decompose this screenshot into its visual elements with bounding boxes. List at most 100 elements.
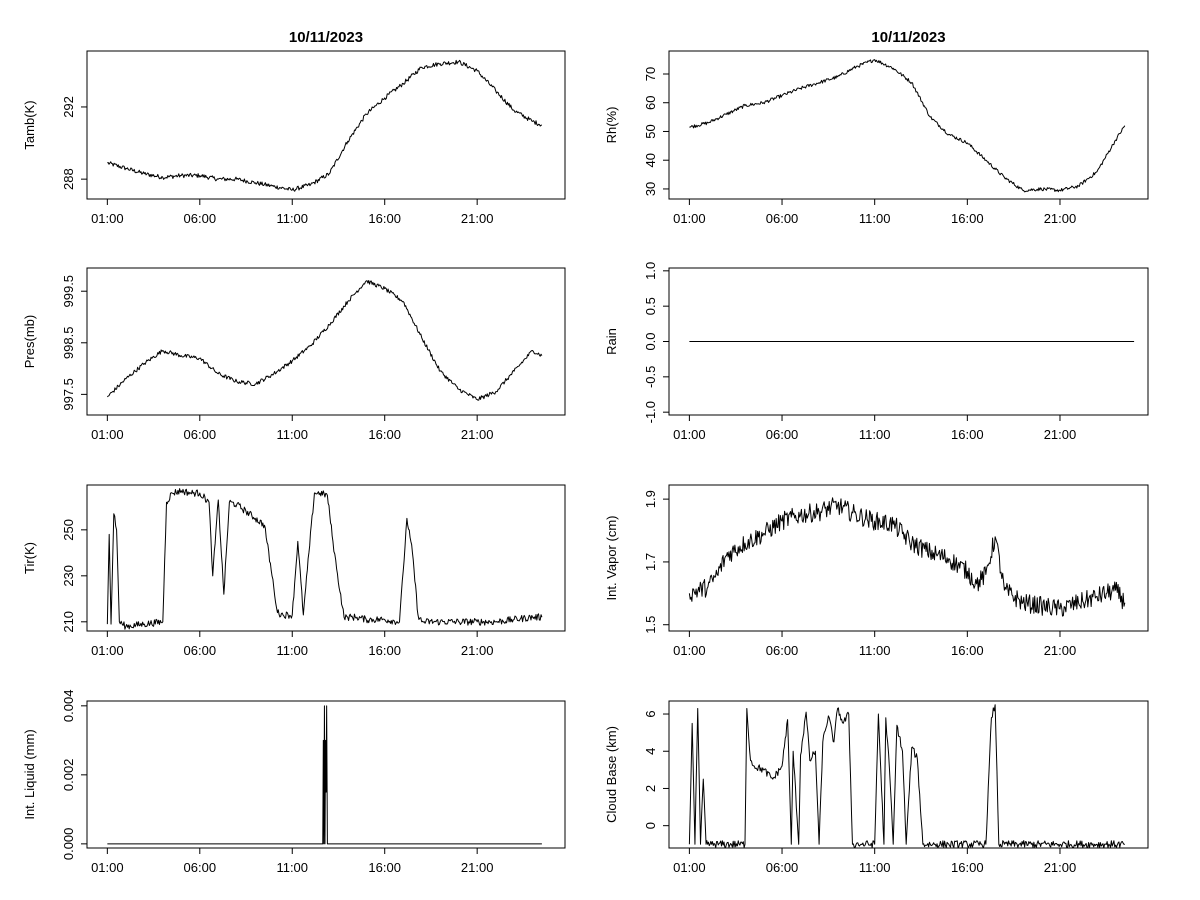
series-line-liquid [107,705,542,845]
plot-frame [86,50,566,200]
chart-rain: 01:00 06:00 11:00 16:00 21:00 -1.0 -0.5 0.0 0.5 1… [604,262,1149,442]
y-axis-label: Int. Liquid (mm) [22,729,37,819]
x-tick-label: 21:00 [461,860,494,875]
y-tick-label: -1.0 [643,401,658,423]
x-tick-label: 21:00 [461,427,494,442]
y-tick-label: 250 [61,519,76,541]
y-axis-label: Tamb(K) [22,100,37,149]
x-tick-label: 11:00 [859,643,891,658]
chart-cloudbase: 01:00 06:00 11:00 16:00 21:00 0 2 4 6 Cloud Base … [604,700,1149,875]
x-tick-label: 21:00 [1044,643,1077,658]
x-tick-label: 01:00 [673,643,706,658]
x-tick-label: 11:00 [276,427,308,442]
y-tick-label: 0.0 [643,332,658,350]
x-tick-label: 01:00 [91,643,124,658]
plot-frame [86,267,566,416]
x-tick-label: 01:00 [91,211,124,226]
y-tick-label: 210 [61,611,76,633]
x-tick-label: 16:00 [951,427,984,442]
x-tick-label: 16:00 [368,860,401,875]
x-tick-label: 06:00 [766,860,799,875]
series-line-tir [106,488,543,630]
series-line-cloudbase [688,704,1125,849]
x-tick-label: 06:00 [766,643,799,658]
x-tick-label: 01:00 [91,860,124,875]
x-tick-label: 06:00 [766,211,799,226]
y-tick-label: 292 [61,96,76,118]
y-axis-label: Cloud Base (km) [604,726,619,823]
x-tick-label: 06:00 [766,427,799,442]
chart-tamb: 01:00 06:00 11:00 16:00 21:00 288 292 Tamb(K) 10… [22,29,566,226]
x-tick-label: 11:00 [276,643,308,658]
x-tick-label: 16:00 [368,643,401,658]
y-tick-label: -0.5 [643,366,658,388]
x-tick-label: 21:00 [1044,211,1077,226]
plot-frame [668,700,1149,849]
x-tick-label: 01:00 [673,211,706,226]
x-tick-label: 01:00 [673,860,706,875]
x-tick-label: 16:00 [951,860,984,875]
y-tick-label: 70 [643,67,658,81]
x-tick-label: 11:00 [859,427,891,442]
x-tick-label: 11:00 [276,211,308,226]
y-tick-label: 0.004 [61,690,76,723]
y-tick-label: 998.5 [61,327,76,360]
series-line-vapor [688,497,1126,617]
x-tick-label: 16:00 [368,427,401,442]
x-tick-label: 21:00 [461,211,494,226]
y-tick-label: 288 [61,168,76,190]
x-tick-label: 21:00 [1044,860,1077,875]
x-tick-label: 01:00 [673,427,706,442]
chart-vapor: 01:00 06:00 11:00 16:00 21:00 1.5 1.7 1.9 Int. V… [604,484,1149,658]
x-tick-label: 06:00 [184,860,217,875]
plot-frame [668,50,1149,200]
y-tick-label: 999.5 [61,275,76,308]
x-tick-label: 16:00 [368,211,401,226]
series-line-rh [689,59,1126,193]
chart-title: 10/11/2023 [871,29,945,46]
series-line-pres [106,280,543,401]
y-tick-label: 1.0 [643,262,658,280]
y-tick-label: 1.5 [643,616,658,634]
y-tick-label: 2 [643,785,658,792]
y-tick-label: 0.000 [61,828,76,861]
plot-frame [86,484,566,632]
x-tick-label: 06:00 [184,427,217,442]
y-tick-label: 50 [643,124,658,138]
x-tick-label: 16:00 [951,211,984,226]
x-tick-label: 11:00 [859,211,891,226]
x-tick-label: 11:00 [859,860,891,875]
y-tick-label: 1.7 [643,553,658,571]
series-line-tamb [107,59,543,192]
y-tick-label: 0.002 [61,759,76,792]
chart-liquid: 01:00 06:00 11:00 16:00 21:00 0.000 0.002 0.004… [22,690,566,875]
y-axis-label: Int. Vapor (cm) [604,515,619,600]
y-tick-label: 40 [643,153,658,167]
plot-frame [668,484,1149,632]
y-tick-label: 30 [643,182,658,196]
y-tick-label: 230 [61,565,76,587]
y-tick-label: 0 [643,822,658,829]
x-tick-label: 16:00 [951,643,984,658]
x-tick-label: 06:00 [184,643,217,658]
y-tick-label: 60 [643,95,658,109]
y-tick-label: 1.9 [643,490,658,508]
y-tick-label: 0.5 [643,297,658,315]
y-axis-label: Tir(K) [22,542,37,574]
y-axis-label: Rh(%) [604,107,619,144]
y-tick-label: 4 [643,748,658,755]
chart-tir: 01:00 06:00 11:00 16:00 21:00 210 230 250 Tir(K) [22,484,566,658]
x-tick-label: 01:00 [91,427,124,442]
x-tick-label: 06:00 [184,211,217,226]
y-tick-label: 6 [643,710,658,717]
y-tick-label: 997.5 [61,378,76,411]
x-tick-label: 21:00 [1044,427,1077,442]
y-axis-label: Rain [604,328,619,355]
x-tick-label: 11:00 [276,860,308,875]
chart-pres: 01:00 06:00 11:00 16:00 21:00 997.5 998.5 999.5… [22,267,566,442]
chart-title: 10/11/2023 [289,29,363,46]
y-axis-label: Pres(mb) [22,315,37,368]
chart-rh: 01:00 06:00 11:00 16:00 21:00 30 40 50 60 70 Rh(%)… [604,29,1149,226]
x-tick-label: 21:00 [461,643,494,658]
